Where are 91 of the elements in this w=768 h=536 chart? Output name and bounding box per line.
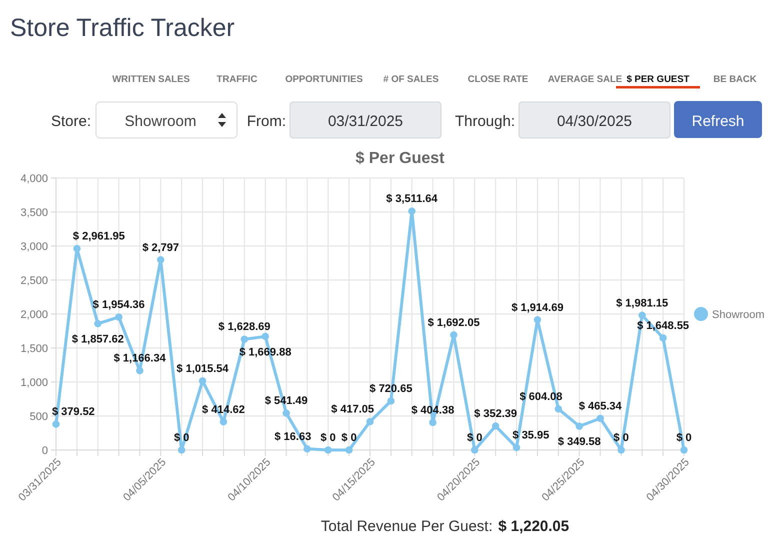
text: $ 1,220.05 [498, 518, 570, 535]
data-label: $ 1,166.34 [114, 352, 167, 365]
point [450, 331, 458, 339]
chart-title: $ Per Guest [356, 150, 446, 167]
point [512, 444, 520, 452]
text: CLOSE RATE [468, 74, 528, 85]
data-label: $ 417.05 [331, 404, 374, 416]
data-label: $ 0 [320, 432, 336, 444]
data-label: $ 1,648.55 [637, 320, 690, 332]
point [618, 446, 625, 454]
y-tick-label: 2,500 [20, 274, 48, 287]
point [136, 367, 144, 374]
data-label: $ 1,954.36 [92, 299, 145, 312]
data-label: $ 0 [676, 432, 692, 444]
text: # OF SALES [383, 74, 439, 85]
point [680, 446, 688, 454]
y-tick-label: 1,500 [20, 342, 48, 355]
data-label: $ 604.08 [520, 390, 562, 403]
text: Refresh [692, 113, 744, 130]
point [387, 397, 395, 405]
data-label: $ 349.58 [558, 436, 601, 448]
text: Store: [50, 113, 91, 130]
text: OPPORTUNITIES [285, 74, 363, 85]
point [115, 313, 122, 321]
text: From: [246, 113, 286, 130]
data-label: $ 352.39 [474, 408, 518, 420]
data-label: $ 720.65 [370, 382, 412, 395]
y-tick-label: 500 [30, 410, 48, 423]
text: WRITTEN SALES [112, 74, 190, 85]
text: TRAFFIC [216, 74, 258, 85]
text: BE BACK [713, 74, 757, 85]
text: 04/30/2025 [556, 113, 632, 130]
point [178, 446, 186, 454]
point [638, 312, 646, 319]
point [157, 256, 164, 264]
point [471, 446, 478, 454]
point [366, 418, 374, 426]
point [262, 332, 269, 340]
data-label: $ 1,015.54 [176, 362, 230, 375]
point [345, 446, 353, 454]
text: Total Revenue Per Guest: [320, 518, 493, 535]
text: Through: [454, 113, 515, 130]
data-label: $ 0 [341, 432, 357, 444]
data-label: $ 0 [467, 432, 482, 444]
point [534, 316, 542, 324]
text: 03/31/2025 [328, 113, 404, 130]
point [492, 422, 500, 430]
point [240, 336, 248, 343]
data-label: $ 465.34 [578, 400, 623, 412]
point [324, 446, 332, 454]
point [94, 320, 102, 328]
data-label: $ 0 [614, 432, 629, 444]
data-label: $ 2,797 [142, 242, 180, 254]
data-label: $ 1,669.88 [239, 346, 292, 358]
text: $ PER GUEST [626, 74, 690, 85]
data-label: $ 0 [174, 432, 190, 444]
text: Showroom [124, 113, 196, 130]
point [659, 334, 667, 342]
point [576, 422, 583, 430]
point [304, 445, 311, 453]
y-tick-label: 0 [42, 444, 48, 457]
point [429, 418, 436, 426]
data-label: $ 414.62 [202, 404, 245, 416]
data-label: $ 3,511.64 [386, 193, 438, 206]
y-tick-label: 3,000 [20, 240, 48, 253]
data-label: $ 1,914.69 [511, 302, 564, 314]
y-tick-label: 3,500 [20, 206, 48, 219]
point [198, 377, 206, 385]
data-label: $ 541.49 [264, 395, 308, 408]
point [220, 418, 228, 426]
data-label: $ 2,961.95 [72, 230, 125, 243]
data-label: $ 16.63 [274, 430, 312, 443]
point [52, 420, 60, 428]
text: AVERAGE SALE [548, 74, 622, 85]
point [282, 410, 290, 417]
data-label: $ 1,857.62 [72, 334, 124, 346]
data-label: $ 379.52 [52, 406, 95, 418]
data-label: $ 35.95 [512, 430, 550, 442]
data-label: $ 1,692.05 [428, 316, 480, 329]
y-tick-label: 4,000 [20, 172, 48, 185]
point [73, 244, 81, 252]
data-label: $ 1,981.15 [616, 297, 668, 310]
y-tick-label: 2,000 [20, 308, 48, 321]
point [408, 208, 416, 215]
y-tick-label: 1,000 [20, 376, 48, 389]
legend-label: Showroom [712, 308, 765, 321]
point [596, 414, 604, 422]
data-label: $ 1,628.69 [218, 321, 270, 334]
data-label: $ 404.38 [411, 404, 454, 416]
point [554, 405, 562, 413]
text: Store Traffic Tracker [10, 14, 235, 42]
